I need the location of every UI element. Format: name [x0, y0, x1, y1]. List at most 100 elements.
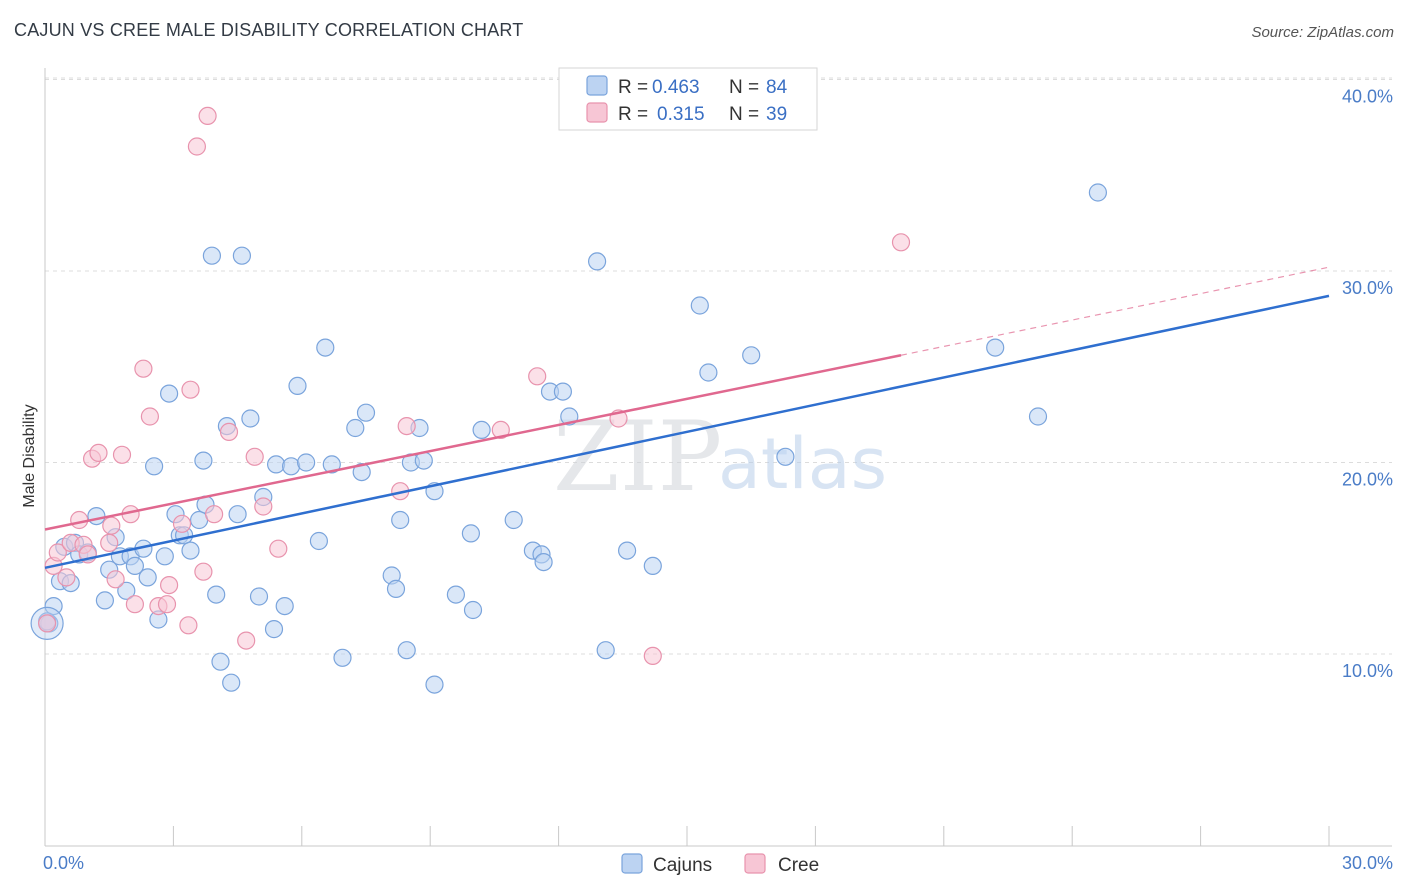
cajuns-point-46 — [316, 338, 335, 357]
watermark-atlas: atlas — [718, 423, 887, 505]
cajuns-point-13 — [117, 581, 136, 600]
cajuns-point-77 — [699, 363, 718, 382]
cajuns-point-31 — [211, 652, 230, 671]
cajuns-point-20 — [155, 547, 174, 566]
cajuns-point-54 — [391, 510, 410, 530]
cree-point-35 — [491, 420, 510, 439]
cree-point-5 — [70, 510, 89, 530]
cajuns-point-72 — [587, 252, 607, 271]
legend-swatch-cajuns — [586, 75, 608, 96]
legend-n-label-cajuns: N = — [729, 77, 759, 98]
source-label: Source: ZipAtlas.com — [1251, 24, 1394, 41]
grid-lines — [45, 77, 1392, 655]
cajuns-point-68 — [534, 552, 553, 572]
cree-point-25 — [194, 562, 213, 581]
cree-point-39 — [891, 233, 911, 252]
x-tick-label: 30.0% — [1342, 853, 1393, 873]
cajuns-point-41 — [275, 596, 294, 616]
cree-point-24 — [187, 137, 206, 156]
legend-n-value-cajuns: 84 — [766, 77, 788, 98]
cajuns-point-29 — [202, 246, 221, 265]
cree-point-38 — [643, 646, 662, 666]
x-tick-labels: 0.0% 30.0% — [43, 853, 1393, 873]
cajuns-point-37 — [249, 587, 269, 606]
bottom-legend-label-cajuns: Cajuns — [653, 855, 712, 876]
watermark: ZIP atlas — [553, 401, 887, 513]
legend-r-value-cree: 0.315 — [657, 104, 705, 125]
cajuns-point-39 — [264, 619, 284, 639]
legend-n-value-cree: 39 — [766, 104, 787, 125]
cajuns-point-51 — [352, 463, 371, 482]
cree-point-13 — [112, 445, 132, 464]
cajuns-point-42 — [282, 457, 301, 476]
y-tick-labels: 10.0% 20.0% 30.0% 40.0% — [1342, 87, 1393, 682]
cajuns-point-61 — [446, 585, 465, 604]
cree-point-23 — [181, 380, 200, 399]
cajuns-point-18 — [145, 457, 164, 476]
cajuns-point-40 — [267, 455, 286, 474]
cajuns-point-47 — [322, 455, 341, 474]
bottom-legend: Cajuns Cree — [621, 853, 819, 876]
series-cree-points — [37, 106, 911, 666]
cree-point-29 — [237, 631, 256, 650]
cajuns-point-82 — [1088, 183, 1108, 202]
cajuns-point-25 — [181, 541, 200, 560]
chart-title: CAJUN VS CREE MALE DISABILITY CORRELATIO… — [14, 20, 524, 40]
legend-n-label-cree: N = — [729, 104, 759, 125]
cajuns-point-30 — [207, 585, 226, 604]
cajuns-point-79 — [776, 447, 795, 466]
legend-r-value-cajuns: 0.463 — [652, 77, 700, 98]
y-tick-label: 40.0% — [1342, 87, 1393, 107]
y-axis-title: Male Disability — [21, 404, 38, 507]
cajuns-point-55 — [397, 641, 416, 660]
cajuns-point-33 — [222, 673, 241, 692]
cajuns-point-50 — [356, 403, 376, 422]
cree-point-3 — [57, 568, 76, 587]
cree-point-16 — [134, 359, 153, 378]
x-tick-label: 0.0% — [43, 853, 84, 873]
cree-point-36 — [528, 367, 547, 386]
cajuns-point-21 — [160, 384, 179, 403]
cree-trend-line — [44, 354, 902, 531]
cree-point-34 — [397, 417, 416, 436]
cree-point-31 — [254, 497, 273, 516]
cajuns-point-80 — [986, 338, 1005, 357]
cajuns-point-62 — [461, 524, 480, 543]
cree-point-21 — [172, 514, 192, 533]
cree-point-20 — [160, 575, 179, 595]
axes — [44, 68, 1392, 847]
cajuns-point-60 — [425, 675, 444, 694]
cajuns-point-8 — [87, 506, 106, 526]
cree-point-27 — [205, 505, 224, 524]
cajuns-point-53 — [386, 579, 406, 599]
cajuns-point-73 — [596, 641, 615, 660]
cajuns-point-1 — [44, 596, 63, 616]
cree-point-12 — [106, 570, 125, 589]
cree-point-26 — [198, 106, 217, 126]
cree-point-2 — [48, 543, 67, 562]
legend-swatch-cree — [586, 102, 608, 123]
cree-point-10 — [100, 533, 119, 553]
legend-r-label-cajuns: R = — [618, 77, 648, 98]
cree-point-22 — [179, 616, 198, 635]
cajuns-point-43 — [288, 376, 307, 395]
cajuns-point-44 — [297, 453, 316, 472]
cajuns-point-78 — [742, 346, 761, 365]
cajuns-point-65 — [504, 510, 523, 530]
watermark-zip: ZIP — [553, 401, 722, 513]
cajuns-point-49 — [346, 418, 365, 438]
cajuns-point-17 — [138, 568, 157, 587]
cajuns-trend-line — [44, 294, 1330, 570]
cree-point-32 — [269, 539, 288, 558]
cajuns-point-35 — [232, 246, 251, 265]
cajuns-point-27 — [194, 451, 213, 470]
cajuns-point-76 — [690, 296, 709, 315]
y-tick-label: 20.0% — [1342, 470, 1393, 490]
cajuns-point-36 — [241, 409, 260, 428]
cajuns-point-75 — [643, 556, 662, 576]
cree-point-9 — [89, 443, 108, 462]
cajuns-point-9 — [95, 591, 115, 610]
legend-r-label-cree: R = — [618, 104, 648, 125]
y-tick-label: 10.0% — [1342, 661, 1393, 681]
